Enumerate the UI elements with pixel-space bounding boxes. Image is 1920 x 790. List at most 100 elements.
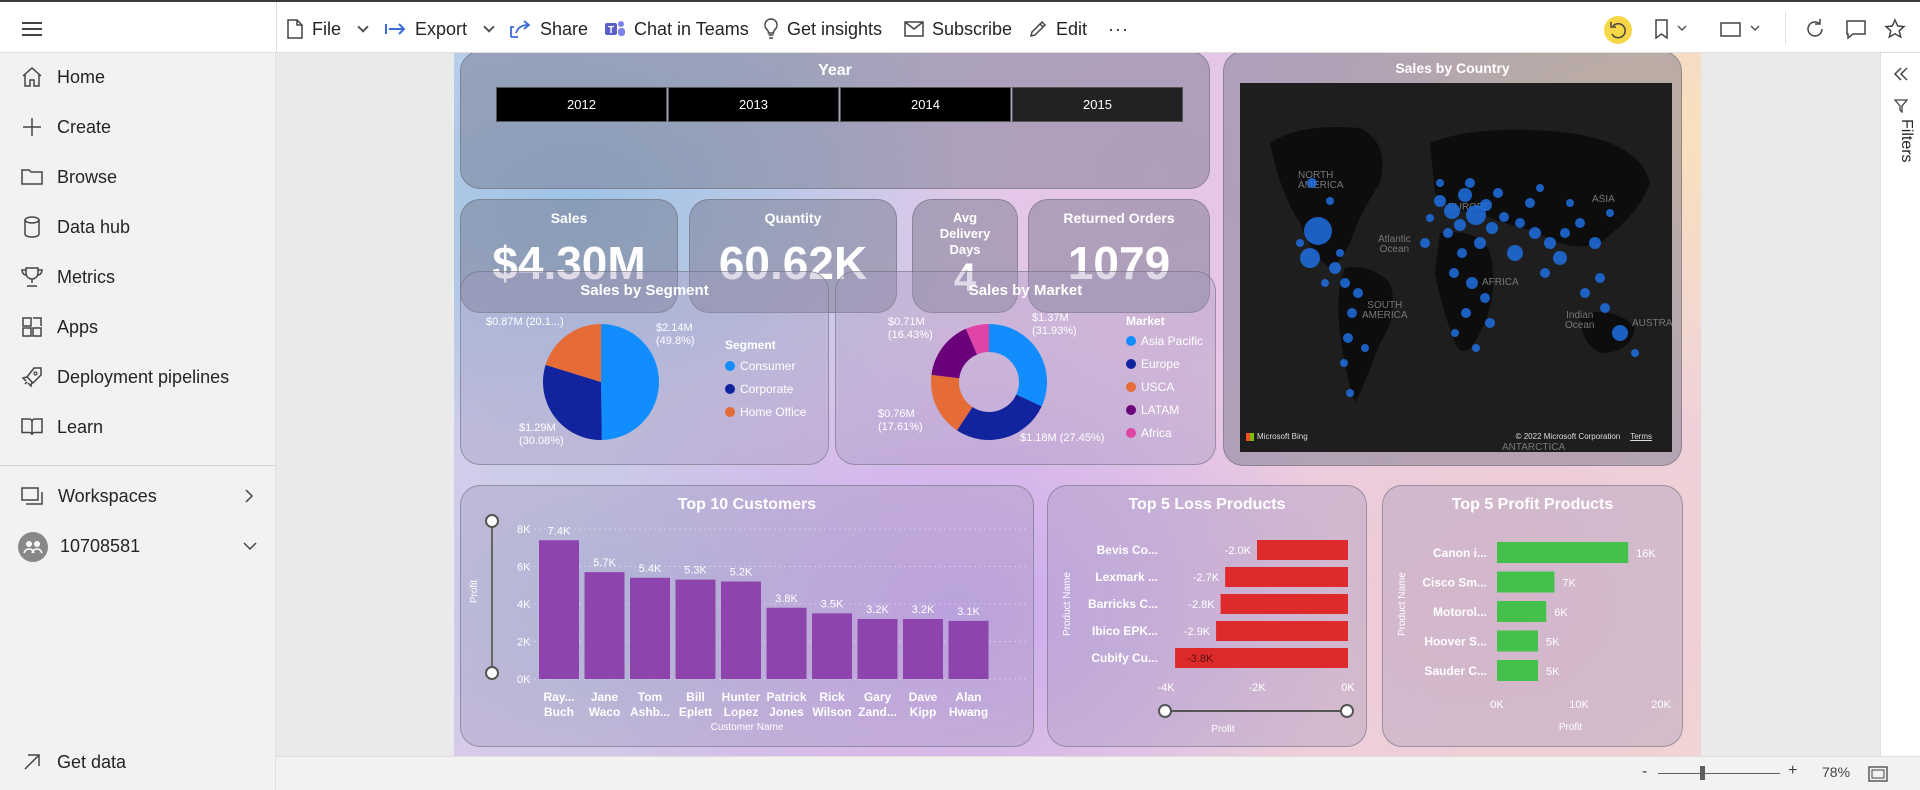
pie-slice-africa[interactable] bbox=[965, 324, 989, 355]
bar[interactable] bbox=[1257, 540, 1348, 560]
map-bubble[interactable] bbox=[1499, 212, 1509, 222]
pie-slice-consumer[interactable] bbox=[601, 324, 659, 440]
map-bubble[interactable] bbox=[1444, 203, 1460, 219]
map-bubble[interactable] bbox=[1465, 178, 1475, 188]
map-bubble[interactable] bbox=[1454, 219, 1466, 231]
map-bubble[interactable] bbox=[1443, 228, 1453, 238]
pie-slice-home-office[interactable] bbox=[545, 324, 601, 382]
map-bubble[interactable] bbox=[1612, 325, 1628, 341]
zoom-slider-track[interactable] bbox=[1658, 773, 1780, 774]
legend-item-home-office[interactable]: Home Office bbox=[725, 405, 806, 419]
map-bubble[interactable] bbox=[1434, 195, 1446, 207]
map-bubble[interactable] bbox=[1304, 217, 1332, 245]
sidebar-item-browse[interactable]: Browse bbox=[0, 153, 275, 201]
map-bubble[interactable] bbox=[1449, 268, 1459, 278]
map-bubble[interactable] bbox=[1486, 222, 1498, 234]
file-menu-button[interactable]: File bbox=[286, 16, 369, 42]
sidebar-item-create[interactable]: Create bbox=[0, 103, 275, 151]
bar[interactable] bbox=[584, 572, 625, 679]
range-slider-handle-bottom[interactable] bbox=[485, 666, 499, 680]
pie-slice-usca[interactable] bbox=[931, 374, 973, 431]
map-bubble[interactable] bbox=[1507, 245, 1523, 261]
edit-button[interactable]: Edit bbox=[1028, 16, 1087, 42]
bar[interactable] bbox=[948, 620, 989, 679]
bar[interactable] bbox=[1216, 621, 1348, 641]
sidebar-item-metrics[interactable]: Metrics bbox=[0, 253, 275, 301]
sidebar-item-get-data[interactable]: Get data bbox=[0, 738, 275, 786]
bar[interactable] bbox=[812, 613, 852, 679]
range-slider-handle-top[interactable] bbox=[485, 514, 499, 528]
map-bubble[interactable] bbox=[1420, 238, 1430, 248]
legend-item-africa[interactable]: Africa bbox=[1126, 426, 1172, 440]
map-bubble[interactable] bbox=[1426, 214, 1434, 222]
bar[interactable] bbox=[1497, 542, 1629, 563]
map-bubble[interactable] bbox=[1461, 308, 1471, 318]
map-bubble[interactable] bbox=[1296, 239, 1304, 247]
sidebar-item-workspace-current[interactable]: 10708581 bbox=[0, 522, 275, 570]
zoom-slider-thumb[interactable] bbox=[1700, 766, 1705, 780]
map-bubble[interactable] bbox=[1600, 303, 1610, 313]
bar[interactable] bbox=[539, 540, 579, 679]
view-icon[interactable] bbox=[1719, 19, 1763, 44]
subscribe-button[interactable]: Subscribe bbox=[904, 16, 1012, 42]
map-bubble[interactable] bbox=[1560, 228, 1570, 238]
bar[interactable] bbox=[766, 607, 807, 679]
map-bubble[interactable] bbox=[1458, 188, 1472, 202]
map-bubble[interactable] bbox=[1307, 178, 1317, 188]
map-bubble[interactable] bbox=[1485, 318, 1495, 328]
map-bubble[interactable] bbox=[1466, 205, 1486, 225]
more-options-button[interactable]: ··· bbox=[1108, 18, 1129, 39]
map-bubble[interactable] bbox=[1544, 237, 1556, 249]
map-bubble[interactable] bbox=[1480, 199, 1492, 211]
zoom-in-button[interactable]: + bbox=[1788, 762, 1798, 779]
comment-icon[interactable] bbox=[1845, 19, 1867, 46]
bar[interactable] bbox=[721, 581, 761, 680]
map-bubble[interactable] bbox=[1595, 273, 1605, 283]
map-bubble[interactable] bbox=[1346, 389, 1354, 397]
chat-in-teams-button[interactable]: T Chat in Teams bbox=[604, 16, 749, 42]
map-bubble[interactable] bbox=[1466, 277, 1478, 289]
sidebar-item-workspaces[interactable]: Workspaces bbox=[0, 472, 275, 520]
sales-by-country-map[interactable]: NORTH AMERICA Atlantic Ocean SOUTH AMERICA … bbox=[1240, 83, 1672, 452]
year-option-2013[interactable]: 2013 bbox=[668, 87, 839, 122]
legend-item-latam[interactable]: LATAM bbox=[1126, 403, 1179, 417]
map-bubble[interactable] bbox=[1347, 308, 1357, 318]
map-bubble[interactable] bbox=[1361, 344, 1369, 352]
map-bubble[interactable] bbox=[1631, 349, 1639, 357]
legend-item-consumer[interactable]: Consumer bbox=[725, 359, 795, 373]
map-bubble[interactable] bbox=[1580, 288, 1590, 298]
year-option-2012[interactable]: 2012 bbox=[496, 87, 667, 122]
pie-slice-asia-pacific[interactable] bbox=[989, 324, 1047, 407]
map-bubble[interactable] bbox=[1451, 329, 1459, 337]
map-bubble[interactable] bbox=[1329, 262, 1341, 274]
sidebar-item-learn[interactable]: Learn bbox=[0, 403, 275, 451]
map-bubble[interactable] bbox=[1436, 179, 1444, 187]
map-bubble[interactable] bbox=[1353, 288, 1363, 298]
map-bubble[interactable] bbox=[1326, 197, 1334, 205]
sidebar-item-data-hub[interactable]: Data hub bbox=[0, 203, 275, 251]
map-bubble[interactable] bbox=[1525, 198, 1535, 208]
map-bubble[interactable] bbox=[1589, 237, 1601, 249]
bar[interactable] bbox=[1175, 648, 1348, 668]
export-menu-button[interactable]: Export bbox=[385, 16, 495, 42]
year-option-2014[interactable]: 2014 bbox=[840, 87, 1011, 122]
map-bubble[interactable] bbox=[1515, 218, 1525, 228]
zoom-out-button[interactable]: - bbox=[1642, 763, 1648, 780]
map-bubble[interactable] bbox=[1553, 251, 1567, 265]
bar[interactable] bbox=[1497, 601, 1547, 622]
refresh-icon[interactable] bbox=[1804, 18, 1826, 45]
map-bubble[interactable] bbox=[1300, 248, 1320, 268]
bar[interactable] bbox=[857, 619, 898, 679]
map-bubble[interactable] bbox=[1321, 279, 1329, 287]
bookmark-icon[interactable] bbox=[1654, 19, 1688, 44]
bar[interactable] bbox=[1220, 594, 1348, 614]
map-bubble[interactable] bbox=[1566, 199, 1574, 207]
map-bubble[interactable] bbox=[1536, 184, 1544, 192]
hamburger-menu-icon[interactable] bbox=[22, 22, 42, 36]
pie-slice-corporate[interactable] bbox=[543, 364, 602, 440]
legend-item-europe[interactable]: Europe bbox=[1126, 357, 1180, 371]
range-slider-handle-left[interactable] bbox=[1158, 704, 1172, 718]
map-bubble[interactable] bbox=[1606, 209, 1614, 217]
map-bubble[interactable] bbox=[1343, 333, 1353, 343]
map-bubble[interactable] bbox=[1474, 237, 1486, 249]
